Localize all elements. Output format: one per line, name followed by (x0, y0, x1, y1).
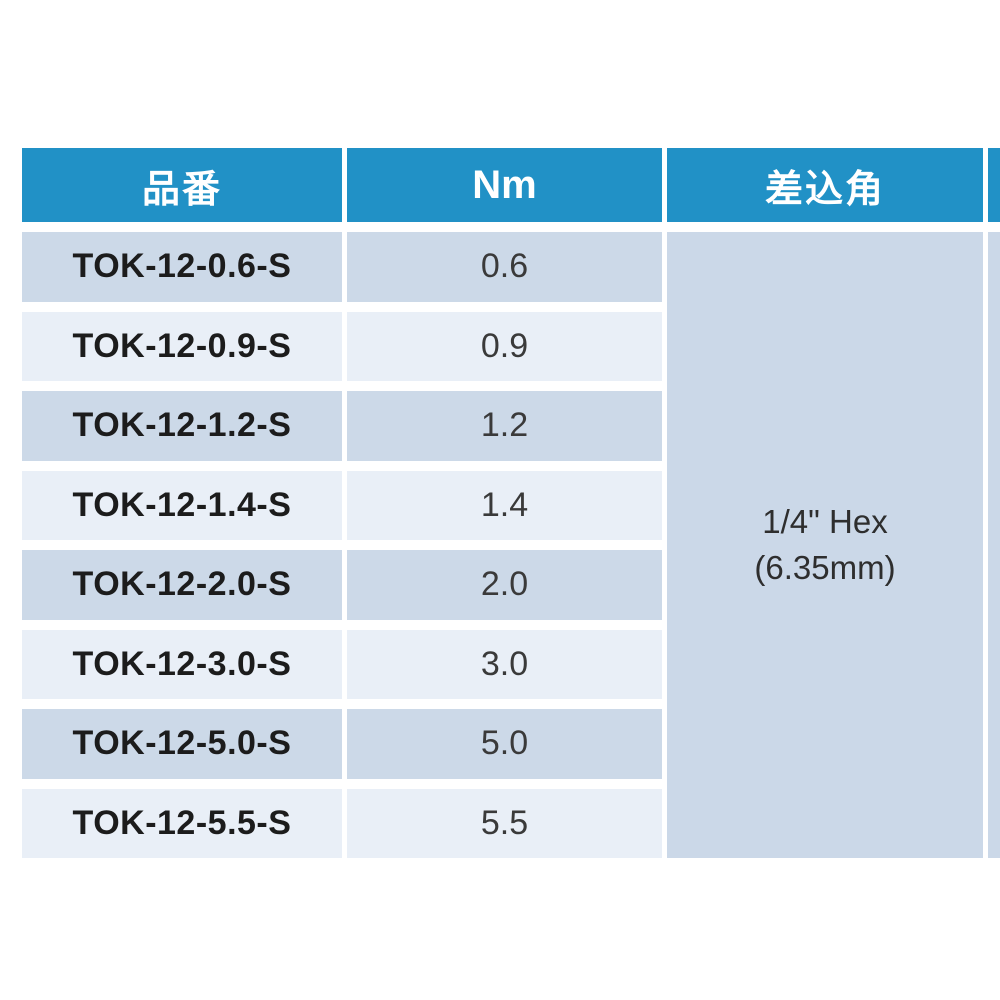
part-no-cell: TOK-12-2.0-S (22, 550, 342, 620)
drive-size-line1: 1/4" Hex (762, 502, 888, 540)
cutoff-column-body (988, 232, 1000, 858)
nm-value-cell: 2.0 (347, 550, 662, 620)
nm-value-cell: 5.5 (347, 788, 662, 858)
part-no-cell: TOK-12-1.2-S (22, 391, 342, 461)
part-no-cell: TOK-12-0.9-S (22, 311, 342, 381)
column-header-torque-nm: Nm (347, 148, 662, 222)
nm-value-cell: 0.9 (347, 311, 662, 381)
nm-value-cell: 3.0 (347, 629, 662, 699)
part-no-cell: TOK-12-5.0-S (22, 709, 342, 779)
column-header-drive-size: 差込角 (667, 148, 983, 222)
cutoff-column-header (988, 148, 1000, 222)
nm-value-cell: 0.6 (347, 232, 662, 302)
part-no-cell: TOK-12-3.0-S (22, 629, 342, 699)
spec-table: 品番 Nm 差込角 TOK-12-0.6-S 0.6 TOK-12-0.9-S … (22, 148, 1000, 858)
drive-size-line2: (6.35mm) (754, 549, 896, 586)
part-no-cell: TOK-12-5.5-S (22, 788, 342, 858)
nm-value-cell: 1.4 (347, 470, 662, 540)
part-no-cell: TOK-12-1.4-S (22, 470, 342, 540)
nm-value-cell: 5.0 (347, 709, 662, 779)
nm-value-cell: 1.2 (347, 391, 662, 461)
drive-size-merged-cell: 1/4" Hex (6.35mm) (667, 232, 983, 858)
column-header-part-no: 品番 (22, 148, 342, 222)
part-no-cell: TOK-12-0.6-S (22, 232, 342, 302)
